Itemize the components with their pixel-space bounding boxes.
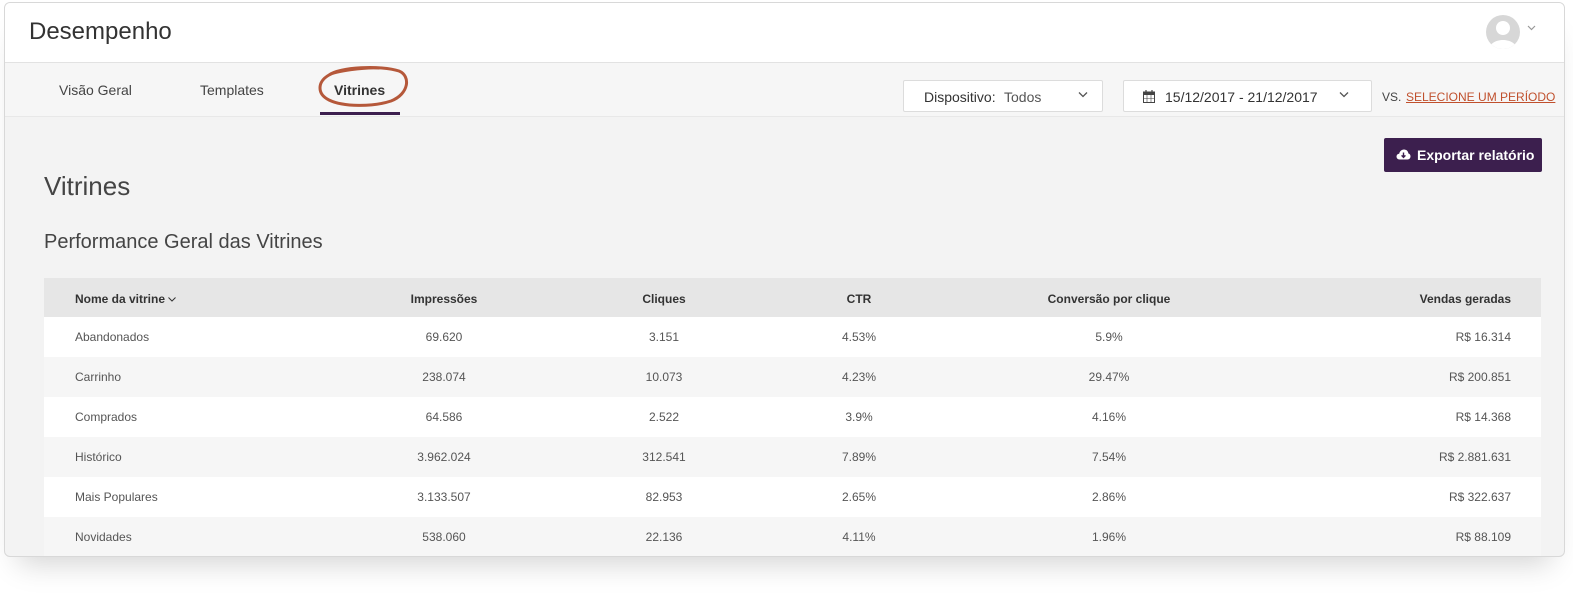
cell-impressoes: 69.620 <box>425 330 463 344</box>
cell-nome: Histórico <box>75 450 122 464</box>
sub-navigation: Visão Geral Templates Vitrines Dispositi… <box>5 63 1564 117</box>
calendar-icon <box>1143 90 1155 103</box>
cell-conversao: 5.9% <box>1095 330 1123 344</box>
section-title: Performance Geral das Vitrines <box>44 231 323 253</box>
cell-cliques: 22.136 <box>645 530 683 544</box>
cell-ctr: 3.9% <box>845 410 873 424</box>
chevron-down-icon <box>1078 92 1088 98</box>
device-label: Dispositivo: <box>924 89 996 105</box>
table-row: Abandonados 69.620 3.151 4.53% 5.9% R$ 1… <box>44 317 1541 357</box>
cell-cliques: 3.151 <box>648 330 680 344</box>
column-header-cliques[interactable]: Cliques <box>642 292 686 306</box>
cell-nome: Novidades <box>75 530 132 544</box>
cell-cliques: 2.522 <box>648 410 680 424</box>
cell-vendas: R$ 16.314 <box>1455 330 1511 344</box>
date-range-value: 15/12/2017 - 21/12/2017 <box>1165 89 1318 105</box>
date-range-picker[interactable]: 15/12/2017 - 21/12/2017 <box>1123 80 1372 112</box>
table-header: Nome da vitrine Impressões Cliques CTR C… <box>44 278 1541 317</box>
chevron-down-icon <box>1339 92 1349 98</box>
cell-ctr: 7.89% <box>841 450 877 464</box>
export-button-label: Exportar relatório <box>1417 147 1535 163</box>
cell-nome: Mais Populares <box>75 490 158 504</box>
active-tab-indicator <box>320 112 400 115</box>
cell-conversao: 7.54% <box>1091 450 1127 464</box>
column-header-nome[interactable]: Nome da vitrine <box>75 292 176 306</box>
table-row: Histórico 3.962.024 312.541 7.89% 7.54% … <box>44 437 1541 477</box>
table-row: Novidades 538.060 22.136 4.11% 1.96% R$ … <box>44 517 1541 556</box>
column-header-conversao[interactable]: Conversão por clique <box>1047 292 1171 306</box>
table-row: Mais Populares 3.133.507 82.953 2.65% 2.… <box>44 477 1541 517</box>
select-period-link[interactable]: SELECIONE UM PERÍODO <box>1406 90 1556 104</box>
cell-cliques: 82.953 <box>645 490 683 504</box>
export-report-button[interactable]: Exportar relatório <box>1384 138 1542 172</box>
cell-nome: Abandonados <box>75 330 150 344</box>
column-header-impressoes[interactable]: Impressões <box>410 292 478 306</box>
tab-visao-geral[interactable]: Visão Geral <box>59 82 132 98</box>
column-header-label: Nome da vitrine <box>75 292 166 306</box>
sort-chevron-down-icon[interactable] <box>168 297 176 302</box>
tab-vitrines[interactable]: Vitrines <box>334 82 386 98</box>
cell-vendas: R$ 2.881.631 <box>1438 450 1511 464</box>
cell-cliques: 312.541 <box>642 450 686 464</box>
cell-ctr: 4.11% <box>842 530 876 544</box>
cell-conversao: 2.86% <box>1091 490 1127 504</box>
app-title: Desempenho <box>29 18 172 45</box>
device-select[interactable]: Dispositivo: Todos <box>903 80 1103 112</box>
cell-conversao: 1.96% <box>1091 530 1127 544</box>
device-value: Todos <box>1004 89 1042 105</box>
cloud-download-icon <box>1396 149 1411 160</box>
cell-conversao: 4.16% <box>1091 410 1127 424</box>
cell-impressoes: 538.060 <box>422 530 466 544</box>
app-window: Desempenho Visão Geral Templates Vitrine… <box>4 2 1565 557</box>
cell-conversao: 29.47% <box>1088 370 1130 384</box>
cell-vendas: R$ 88.109 <box>1455 530 1511 544</box>
cell-impressoes: 3.962.024 <box>417 450 471 464</box>
cell-ctr: 4.53% <box>841 330 877 344</box>
top-bar: Desempenho <box>5 3 1564 63</box>
chevron-down-icon[interactable] <box>1527 25 1536 31</box>
cell-vendas: R$ 200.851 <box>1448 370 1511 384</box>
cell-vendas: R$ 14.368 <box>1455 410 1511 424</box>
cell-nome: Comprados <box>75 410 138 424</box>
cell-cliques: 10.073 <box>645 370 683 384</box>
cell-impressoes: 238.074 <box>422 370 466 384</box>
column-header-ctr[interactable]: CTR <box>846 292 872 306</box>
vitrines-table: Nome da vitrine Impressões Cliques CTR C… <box>44 278 1541 556</box>
cell-ctr: 2.65% <box>841 490 877 504</box>
cell-nome: Carrinho <box>75 370 122 384</box>
cell-impressoes: 64.586 <box>425 410 463 424</box>
tab-templates[interactable]: Templates <box>200 82 264 98</box>
table-row: Comprados 64.586 2.522 3.9% 4.16% R$ 14.… <box>44 397 1541 437</box>
user-avatar-icon[interactable] <box>1486 15 1520 49</box>
cell-ctr: 4.23% <box>841 370 877 384</box>
vs-label: VS. <box>1382 90 1402 104</box>
cell-vendas: R$ 322.637 <box>1448 490 1511 504</box>
page-title: Vitrines <box>44 171 131 201</box>
table-row: Carrinho 238.074 10.073 4.23% 29.47% R$ … <box>44 357 1541 397</box>
cell-impressoes: 3.133.507 <box>417 490 471 504</box>
column-header-vendas[interactable]: Vendas geradas <box>1419 292 1511 306</box>
